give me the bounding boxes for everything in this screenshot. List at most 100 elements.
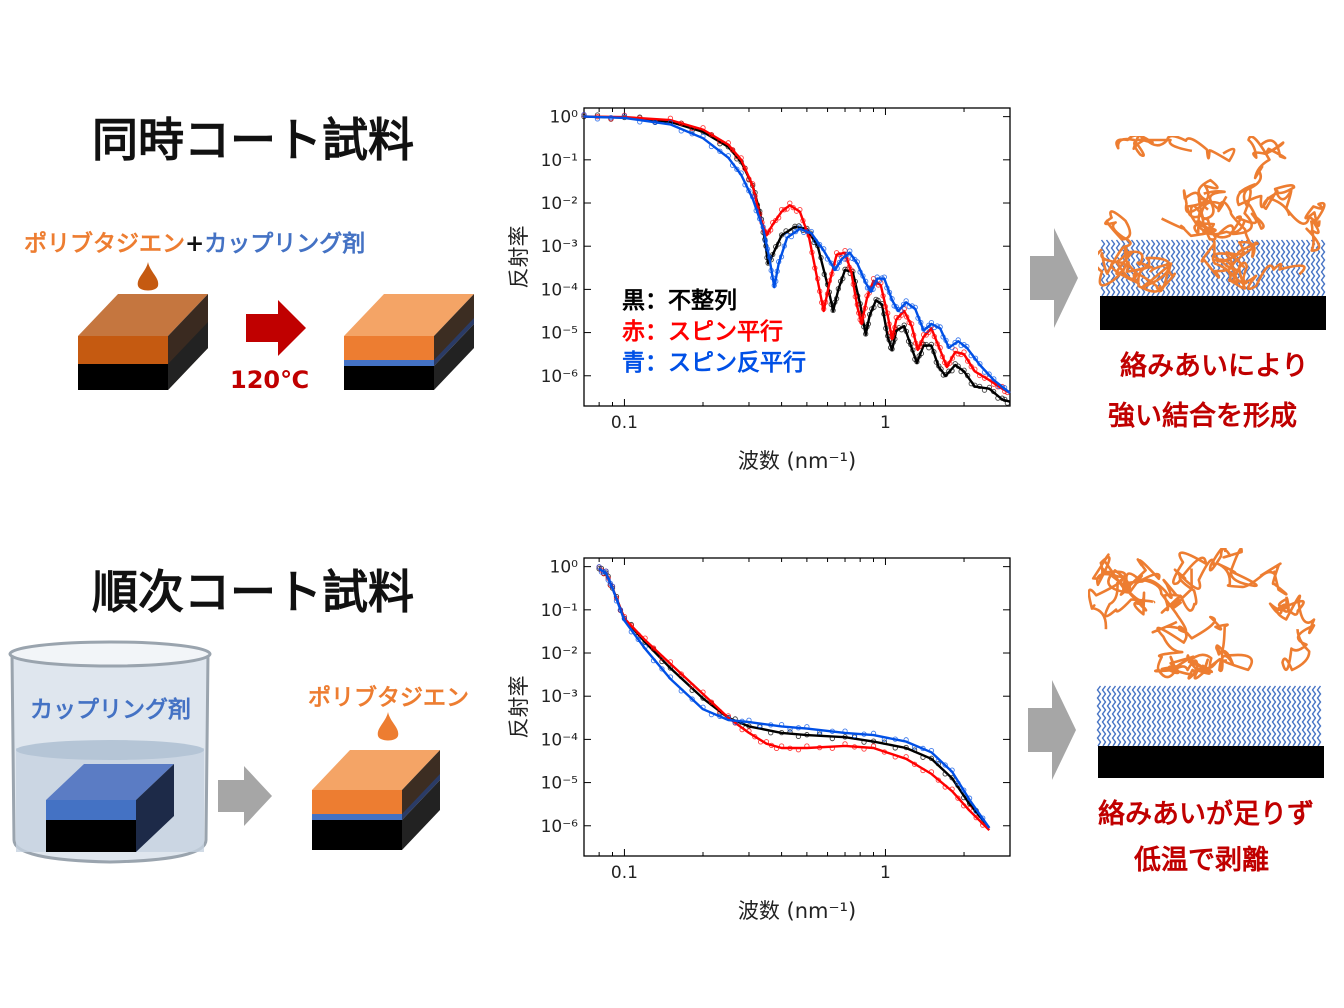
coupling-chain	[1276, 685, 1282, 747]
polymer-chain	[1104, 210, 1172, 293]
data-point	[689, 696, 695, 702]
polymer-chain	[1088, 553, 1148, 630]
x-tick-label: 1	[880, 863, 891, 883]
coupling-chain	[1141, 685, 1147, 747]
coupling-chain	[1175, 239, 1181, 297]
y-tick-label: 10⁰	[550, 558, 579, 578]
data-point	[650, 645, 657, 651]
bottom-process-diagram	[8, 640, 440, 864]
polymer-chain	[1208, 548, 1288, 596]
coupling-chain	[1151, 685, 1157, 747]
coupling-chain	[1161, 685, 1167, 747]
coupling-chain	[1206, 685, 1212, 747]
coupling-chain	[1261, 685, 1267, 747]
coupling-chain	[1246, 685, 1252, 747]
coupling-chain	[1181, 685, 1187, 747]
top-conclusion-1: 絡みあいにより	[1120, 351, 1309, 382]
bottom-conclusion-2: 低温で剥離	[1134, 845, 1269, 876]
plot-frame	[583, 557, 1011, 857]
coupling-chain	[1195, 239, 1201, 297]
y-tick-label: 10⁻⁶	[541, 367, 579, 387]
x-tick-label: 0.1	[611, 413, 638, 433]
data-point	[942, 762, 948, 768]
coupling-chain	[1305, 239, 1311, 297]
polybutadiene-label: ポリブタジエン	[24, 231, 185, 257]
x-tick-label: 1	[880, 413, 891, 433]
coupling-chain	[1266, 685, 1272, 747]
coupling-chain	[1320, 239, 1326, 297]
coupling-chain	[1316, 685, 1322, 747]
coupling-chain	[1295, 239, 1301, 297]
coupling-chain	[1180, 239, 1186, 297]
coupling-chain	[1101, 685, 1107, 747]
polymer-chain	[1202, 136, 1287, 236]
annealed-substrate	[344, 294, 474, 390]
chart-legend: 黒：不整列 赤：スピン平行 青：スピン反平行	[622, 286, 806, 379]
coupling-chain	[1215, 239, 1221, 297]
top-title: 同時コート試料	[92, 113, 414, 167]
x-axis-label: 波数 (nm⁻¹)	[738, 899, 856, 923]
coupling-chain	[1210, 239, 1216, 297]
mixed-coated-substrate	[78, 294, 208, 390]
bottom-conclusion-1: 絡みあいが足りず	[1098, 799, 1314, 830]
coupling-chain	[1306, 685, 1312, 747]
top-process-diagram	[78, 262, 474, 390]
coupling-chain	[1130, 239, 1136, 297]
data-point	[700, 695, 706, 701]
coupling-chain	[1201, 685, 1207, 747]
y-tick-label: 10⁻²	[541, 194, 578, 214]
y-axis-label: 反射率	[507, 226, 531, 289]
bottom-title: 順次コート試料	[92, 565, 414, 619]
coupling-chain	[1146, 685, 1152, 747]
coupling-chain	[1255, 239, 1261, 297]
substrate-layer	[1098, 746, 1324, 778]
data-point	[729, 147, 736, 153]
x-axis-label: 波数 (nm⁻¹)	[738, 449, 856, 473]
legend-black: 黒：不整列	[622, 288, 737, 314]
polymer-chain	[1154, 653, 1221, 680]
data-point	[717, 148, 723, 154]
coupling-agent-label: カップリング剤	[204, 231, 366, 257]
bottom-polybutadiene-label: ポリブタジエン	[308, 685, 469, 711]
coupling-chain	[1170, 239, 1176, 297]
top-result-arrow-icon	[1030, 228, 1078, 328]
bottom-separated-schematic	[1088, 548, 1324, 778]
coupling-chain	[1221, 685, 1227, 747]
polybutadiene-layer	[1098, 136, 1326, 293]
y-tick-label: 10⁻¹	[541, 601, 578, 621]
y-tick-label: 10⁻³	[541, 237, 578, 257]
coupling-chain	[1260, 239, 1266, 297]
bottom-reflectivity-chart: 0.1 1 10⁰ 10⁻¹ 10⁻² 10⁻³ 10⁻⁴ 10⁻⁵ 10⁻⁶ 波数 (nm⁻¹)…	[507, 557, 1011, 923]
polybutadiene-layer	[1088, 548, 1316, 680]
series-line-1	[583, 115, 1011, 395]
x-tick-label: 0.1	[611, 863, 638, 883]
y-tick-label: 10⁰	[550, 108, 579, 128]
data-point	[635, 636, 641, 643]
y-tick-label: 10⁻⁴	[541, 730, 579, 750]
y-tick-label: 10⁻³	[541, 687, 578, 707]
top-conclusion-2: 強い結合を形成	[1108, 401, 1297, 432]
coupling-chain	[1286, 685, 1292, 747]
polymer-chain	[1125, 572, 1254, 673]
plot-frame	[583, 107, 1011, 407]
coupling-chain	[1226, 685, 1232, 747]
droplet-icon	[137, 262, 159, 291]
legend-blue: 青：スピン反平行	[622, 350, 806, 376]
bottom-coupling-label: カップリング剤	[30, 697, 191, 723]
polymer-chain	[1160, 551, 1216, 614]
polymer-chain	[1262, 184, 1326, 252]
coupling-chain	[1251, 685, 1257, 747]
coupling-chain	[1185, 239, 1191, 297]
coupling-chain	[1136, 685, 1142, 747]
coupling-chain	[1216, 685, 1222, 747]
y-tick-label: 10⁻⁶	[541, 817, 579, 837]
coupling-chain	[1196, 685, 1202, 747]
coupling-chain	[1126, 685, 1132, 747]
polymer-chain	[1214, 240, 1306, 291]
coupling-chain	[1096, 685, 1102, 747]
y-axis-label: 反射率	[507, 676, 531, 739]
coupling-chain	[1191, 685, 1197, 747]
coupling-chain	[1301, 685, 1307, 747]
coupling-chain	[1106, 685, 1112, 747]
gray-process-arrow-icon	[218, 766, 272, 826]
